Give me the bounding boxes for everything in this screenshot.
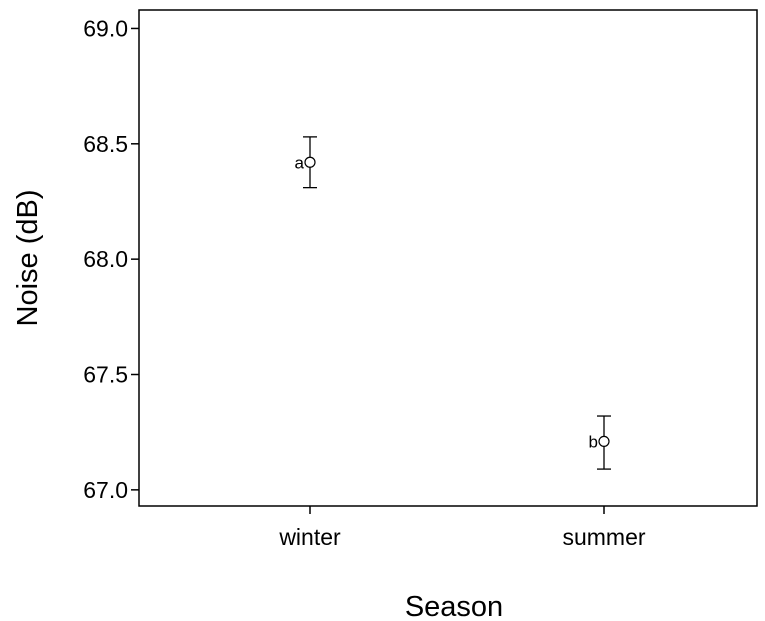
x-tick-label: summer <box>562 524 645 550</box>
data-marks: ab <box>295 136 611 470</box>
data-point <box>598 435 610 448</box>
x-tick-label: winter <box>278 524 341 550</box>
y-tick-label: 67.5 <box>83 362 128 388</box>
y-tick-label: 69.0 <box>83 15 128 41</box>
y-tick-label: 68.0 <box>83 246 128 272</box>
data-point <box>304 156 316 168</box>
point-label: b <box>589 432 598 451</box>
x-axis-title: Season <box>405 591 503 621</box>
x-axis: winter summer <box>278 506 646 550</box>
y-tick-label: 67.0 <box>83 477 128 503</box>
y-axis-title: Noise (dB) <box>12 190 44 327</box>
plot-frame <box>138 9 758 507</box>
point-label: a <box>295 153 305 172</box>
y-tick-label: 68.5 <box>83 131 128 157</box>
y-axis: 67.0 67.5 68.0 68.5 69.0 <box>83 15 139 503</box>
